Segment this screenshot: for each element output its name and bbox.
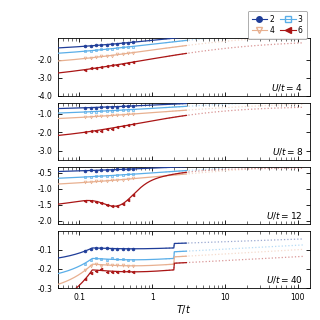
Text: $U/t = 8$: $U/t = 8$ (271, 146, 303, 157)
X-axis label: $T/t$: $T/t$ (176, 303, 192, 316)
Text: $U/t = 12$: $U/t = 12$ (266, 210, 303, 221)
Legend: 2, 4, 3, 6: 2, 4, 3, 6 (248, 11, 307, 39)
Text: $U/t = 40$: $U/t = 40$ (266, 274, 303, 285)
Text: $U/t = 4$: $U/t = 4$ (271, 82, 303, 93)
